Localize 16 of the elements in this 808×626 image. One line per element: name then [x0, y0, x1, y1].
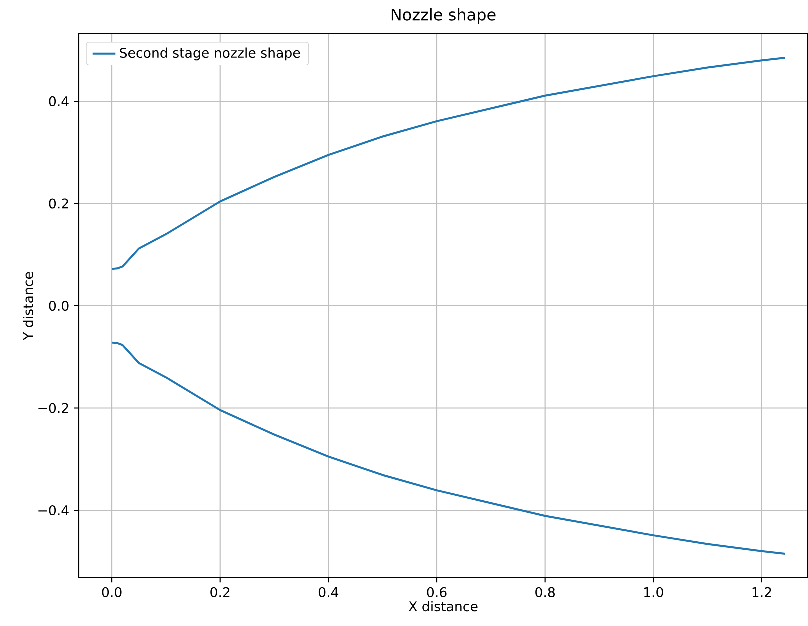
- x-tick-label: 1.0: [644, 587, 664, 598]
- y-tick-label: 0.0: [49, 300, 69, 312]
- y-tick-label: −0.4: [38, 505, 69, 516]
- chart-title: Nozzle shape: [392, 8, 496, 24]
- x-tick-label: 0.8: [536, 587, 556, 598]
- y-axis-title: Y distance: [23, 272, 34, 340]
- x-tick-label: 0.0: [102, 587, 122, 598]
- y-tick-label: 0.2: [49, 198, 68, 209]
- x-tick-label: 0.6: [427, 587, 447, 598]
- y-tick-label: 0.4: [49, 96, 69, 107]
- x-tick-label: 0.2: [210, 587, 230, 598]
- x-axis-title: X distance: [408, 601, 478, 612]
- x-tick-label: 1.2: [752, 587, 772, 598]
- x-tick-label: 0.4: [318, 587, 339, 598]
- legend-label: Second stage nozzle shape: [120, 48, 300, 61]
- y-tick-label: −0.2: [38, 403, 68, 414]
